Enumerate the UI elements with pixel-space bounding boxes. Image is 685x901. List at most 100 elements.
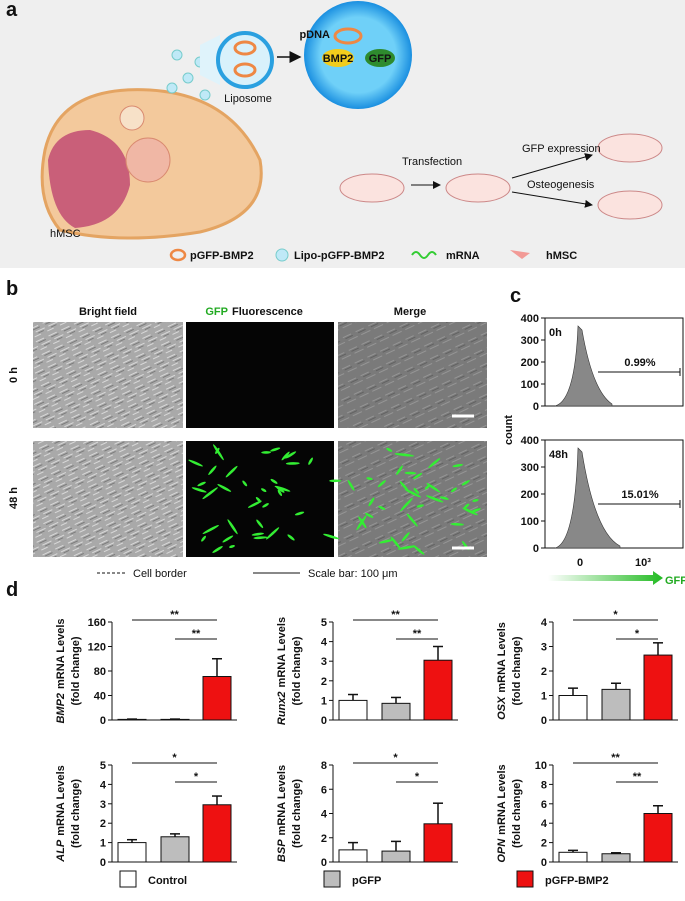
gfp-cell xyxy=(462,507,478,516)
y-axis-label: (fold change) xyxy=(70,779,82,848)
y-tick-label: 100 xyxy=(521,379,539,391)
bar xyxy=(381,850,411,863)
x-tick-label: 0 xyxy=(577,557,583,569)
x-tick-label: 10³ xyxy=(635,557,651,569)
legend-label: mRNA xyxy=(446,250,480,262)
bar xyxy=(643,813,673,863)
gfp-cell xyxy=(428,457,441,469)
gfp-cell xyxy=(472,499,479,502)
legend-icon xyxy=(411,251,437,259)
organelle xyxy=(125,137,171,183)
gfp-cell xyxy=(412,545,425,555)
y-axis-label: (fold change) xyxy=(70,636,82,705)
gfp-cell xyxy=(208,465,217,476)
liposome-large xyxy=(304,1,412,109)
y-tick-label: 0 xyxy=(100,857,106,869)
gfp-cell xyxy=(390,536,402,550)
label: GFP expression xyxy=(522,143,601,155)
label-text: mRNA Levels xyxy=(276,765,288,836)
legend-label: Scale bar: 100 μm xyxy=(308,568,398,580)
legend-label: Control xyxy=(148,875,187,887)
y-tick-label: 0 xyxy=(533,543,539,555)
y-tick-label: 80 xyxy=(94,666,106,678)
gfp-cell xyxy=(461,480,470,486)
y-axis-label: BSP mRNA Levels xyxy=(276,765,288,862)
bar xyxy=(202,676,232,721)
gfp-cell xyxy=(365,512,374,518)
legend-icon xyxy=(510,250,530,259)
significance: * xyxy=(172,752,177,764)
bar xyxy=(558,695,588,721)
micrograph xyxy=(338,322,487,428)
gfp-arrow xyxy=(548,571,663,585)
bar xyxy=(338,699,368,721)
micrograph xyxy=(338,441,487,557)
nucleus xyxy=(48,130,130,228)
y-tick-label: 10 xyxy=(535,760,547,772)
gfp-cell xyxy=(450,487,458,493)
panel-label: a xyxy=(6,0,18,21)
flow-plots: 0 100 200 300 400 0h 0.99% 0 100 200 300 400 48h 15.0… xyxy=(521,313,685,587)
micrograph xyxy=(33,322,183,428)
significance: ** xyxy=(633,771,642,783)
panel-label: d xyxy=(6,579,18,601)
significance: ** xyxy=(413,628,422,640)
y-axis-label: OSX mRNA Levels xyxy=(496,622,508,720)
gfp-cell xyxy=(399,481,409,492)
significance: * xyxy=(635,628,640,640)
bar xyxy=(117,842,147,863)
legend-label: Cell border xyxy=(133,568,187,580)
gfp-cell xyxy=(197,481,206,487)
plot-frame xyxy=(544,317,684,407)
gfp-cell xyxy=(191,487,207,493)
gfp-cell xyxy=(265,527,280,540)
gfp-cell xyxy=(202,524,219,535)
gfp-cell xyxy=(261,451,272,454)
y-axis-label: count xyxy=(503,415,515,445)
row-label: 48 h xyxy=(8,487,20,509)
y-tick-label: 300 xyxy=(521,335,539,347)
gfp-cell xyxy=(281,451,290,461)
significance: * xyxy=(415,771,420,783)
gfp-cell xyxy=(294,511,305,516)
legend-swatch xyxy=(119,870,137,888)
legend-label: pGFP-BMP2 xyxy=(545,875,609,887)
label-text: mRNA Levels xyxy=(496,622,508,693)
micrograph xyxy=(186,322,334,428)
gfp-cell xyxy=(260,488,267,493)
gfp-cell xyxy=(404,488,422,498)
column-header: Bright field xyxy=(79,306,137,318)
y-tick-label: 200 xyxy=(521,489,539,501)
y-tick-label: 100 xyxy=(521,516,539,528)
micrograph xyxy=(33,441,183,557)
significance: * xyxy=(613,609,618,621)
legend-icon xyxy=(169,248,187,262)
label-text: mRNA Levels xyxy=(496,764,508,835)
gfp-cell xyxy=(262,503,269,508)
gfp-cell xyxy=(406,513,418,527)
significance: * xyxy=(393,752,398,764)
gfp-cell xyxy=(394,453,415,457)
gfp-cell xyxy=(215,447,220,454)
y-tick-label: 3 xyxy=(321,656,327,668)
gfp-cell xyxy=(404,471,417,475)
y-tick-label: 200 xyxy=(521,357,539,369)
label: Osteogenesis xyxy=(527,179,595,191)
column-header: GFP xyxy=(205,306,228,318)
gfp-cell xyxy=(202,487,218,500)
gfp-cells xyxy=(188,444,481,555)
panel-label: c xyxy=(510,285,521,307)
bar xyxy=(202,804,232,863)
gfp-cell xyxy=(253,536,268,540)
bar xyxy=(338,849,368,863)
gfp-cell xyxy=(287,534,295,541)
y-tick-label: 2 xyxy=(321,833,327,845)
y-axis-label: (fold change) xyxy=(511,636,523,705)
legend-label: Lipo-pGFP-BMP2 xyxy=(294,250,384,262)
gfp-cell xyxy=(277,489,283,497)
y-tick-label: 2 xyxy=(541,838,547,850)
gfp-cell xyxy=(424,484,431,490)
gfp-cell xyxy=(400,497,413,512)
gene-name: ALP xyxy=(55,839,67,863)
